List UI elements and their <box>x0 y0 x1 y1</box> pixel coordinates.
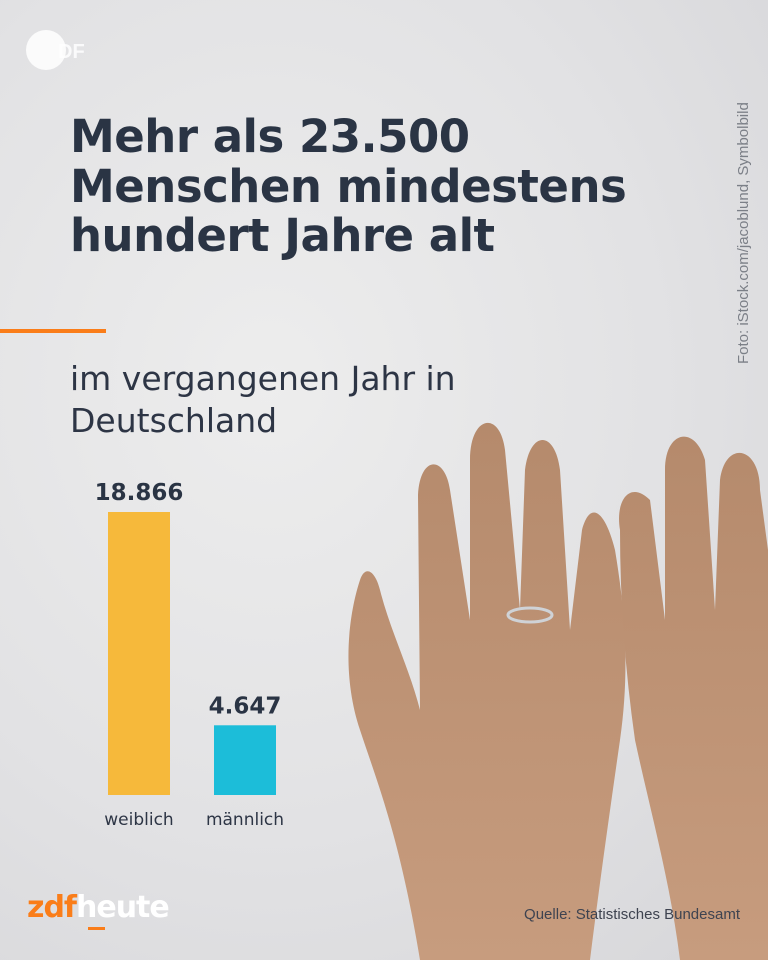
value-label-männlich: 4.647 <box>209 693 282 719</box>
brand-part-a: zdf <box>27 890 77 925</box>
zdf-logo-icon: DF <box>26 30 85 70</box>
value-label-weiblich: 18.866 <box>95 480 184 506</box>
accent-rule <box>0 329 106 333</box>
zdfheute-brand-logo: zdfheute <box>27 890 170 925</box>
brand-part-b: heute <box>76 890 170 925</box>
subtitle: im vergangenen Jahr in Deutschland <box>70 359 456 441</box>
source-note: Quelle: Statistisches Bundesamt <box>524 906 740 923</box>
brand-underline <box>88 927 105 930</box>
category-label-männlich: männlich <box>206 810 284 830</box>
bar-männlich <box>214 725 276 795</box>
svg-text:DF: DF <box>58 41 85 63</box>
category-label-weiblich: weiblich <box>104 810 173 830</box>
bar-weiblich <box>108 512 170 795</box>
hands-photo <box>348 422 768 960</box>
headline: Mehr als 23.500 Menschen mindestens hund… <box>70 110 627 262</box>
